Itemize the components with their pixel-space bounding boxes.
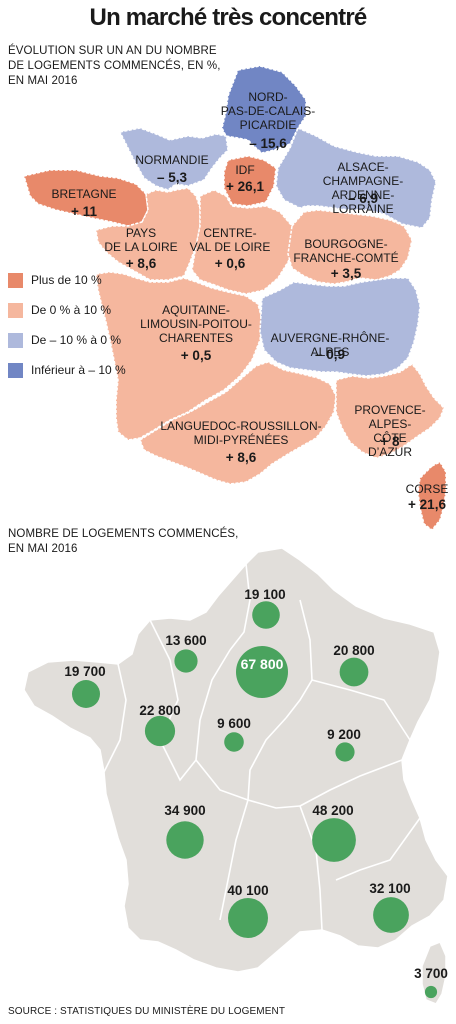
bubble-mark	[339, 657, 369, 687]
france-outline	[23, 547, 449, 973]
region-value-corse: + 21,6	[408, 497, 446, 512]
bubble-label: 3 700	[414, 966, 448, 981]
legend-label: Inférieur à – 10 %	[31, 363, 126, 377]
region-name-pays-de-la-loire: PAYS DE LA LOIRE	[104, 226, 178, 254]
bubble-label: 13 600	[165, 633, 207, 648]
region-value-idf: + 26,1	[226, 179, 264, 194]
page-title: Un marché très concentré	[89, 4, 368, 31]
bubble-mark	[174, 649, 198, 673]
legend-label: Plus de 10 %	[31, 273, 102, 287]
bubble-label: 20 800	[333, 643, 375, 658]
bubble-mark	[335, 742, 355, 762]
region-value-normandie: – 5,3	[156, 170, 188, 185]
region-value-nouvelle-aquitaine: + 0,5	[180, 348, 212, 363]
bubble-mark	[312, 818, 356, 862]
region-shape	[191, 189, 297, 295]
legend-item-negative: De – 10 % à 0 %	[8, 332, 126, 348]
region-shape	[139, 361, 337, 485]
region-name-normandie: NORMANDIE	[135, 153, 209, 167]
bubble-label: 32 100	[369, 881, 411, 896]
map2-subtitle: NOMBRE DE LOGEMENTS COMMENCÉS, EN MAI 20…	[8, 528, 239, 555]
region-shape	[95, 187, 201, 281]
region-border	[299, 805, 323, 931]
region-shape	[118, 127, 229, 191]
legend-item-low: Inférieur à – 10 %	[8, 362, 126, 378]
bubble-mark	[166, 821, 204, 859]
region-value-bretagne: + 11	[71, 204, 97, 219]
region-name-paca: PROVENCE-ALPES- CÔTE D’AZUR	[354, 403, 426, 459]
region-name-idf: IDF	[235, 163, 255, 177]
bubble-mark	[236, 646, 288, 698]
region-value-grand-est: – 6,9	[347, 191, 379, 206]
region-border	[311, 679, 411, 741]
bubble-label: 48 200	[312, 803, 354, 818]
region-name-corse: CORSE	[405, 482, 449, 496]
legend-swatch	[8, 332, 23, 348]
region-name-occitanie: LANGUEDOC-ROUSSILLON- MIDI-PYRÉNÉES	[160, 419, 322, 447]
bubble-mark	[373, 897, 409, 933]
region-border	[219, 799, 249, 921]
region-border	[103, 663, 127, 773]
map1-legend: Plus de 10 % De 0 % à 10 % De – 10 % à 0…	[8, 272, 126, 392]
source-note: SOURCE : STATISTIQUES DU MINISTÈRE DU LO…	[8, 1006, 286, 1017]
bubble-label: 34 900	[164, 803, 206, 818]
region-value-paca: + 8	[380, 434, 400, 449]
bubble-label: 22 800	[139, 703, 181, 718]
map1-subtitle: ÉVOLUTION SUR UN AN DU NOMBRE DE LOGEMEN…	[8, 45, 221, 87]
region-name-centre: CENTRE- VAL DE LOIRE	[189, 226, 271, 254]
bubble-label: 9 200	[327, 727, 361, 742]
region-value-centre: + 0,6	[214, 256, 246, 271]
region-value-nord: – 15,6	[249, 136, 287, 151]
legend-label: De 0 % à 10 %	[31, 303, 112, 317]
region-value-auvergne: – 0,9	[314, 347, 346, 362]
legend-swatch	[8, 362, 23, 378]
bubble-mark	[72, 680, 100, 708]
legend-item-high: Plus de 10 %	[8, 272, 126, 288]
bubble-label: 9 600	[217, 716, 251, 731]
region-shape	[417, 461, 447, 532]
legend-label: De – 10 % à 0 %	[31, 333, 122, 347]
region-border	[299, 759, 403, 807]
region-shape	[287, 209, 413, 285]
legend-swatch	[8, 272, 23, 288]
region-name-nord: NORD- PAS-DE-CALAIS- PICARDIE	[220, 90, 316, 132]
region-shape	[335, 362, 445, 459]
bubble-label: 19 100	[244, 587, 286, 602]
bubble-label: 19 700	[64, 664, 106, 679]
region-name-nouvelle-aquitaine: AQUITAINE- LIMOUSIN-POITOU- CHARENTES	[140, 303, 252, 345]
bubble-mark	[252, 601, 280, 629]
region-border	[195, 649, 231, 761]
region-shape	[275, 126, 437, 229]
bubble-label: 40 100	[227, 883, 269, 898]
bubble-mark	[144, 715, 176, 747]
region-value-occitanie: + 8,6	[225, 450, 257, 465]
region-shape	[221, 65, 307, 154]
regional-change-map	[23, 65, 447, 532]
region-shape	[223, 155, 277, 207]
bubble-mark	[228, 898, 268, 938]
region-value-pays-de-la-loire: + 8,6	[125, 256, 157, 271]
region-name-bretagne: BRETAGNE	[51, 187, 117, 201]
legend-swatch	[8, 302, 23, 318]
legend-item-positive: De 0 % à 10 %	[8, 302, 126, 318]
region-border	[247, 717, 287, 801]
region-border	[159, 739, 197, 782]
region-name-grand-est: ALSACE-CHAMPAGNE- ARDENNE-LORRAINE	[322, 160, 404, 216]
region-shape	[95, 271, 263, 441]
region-name-auvergne: AUVERGNE-RHÔNE-ALPES	[270, 331, 390, 359]
region-value-bourgogne: + 3,5	[330, 266, 362, 281]
bubble-mark	[224, 732, 244, 752]
region-border	[229, 563, 251, 651]
bubble-label: 67 800	[240, 656, 284, 672]
region-name-bourgogne: BOURGOGNE- FRANCHE-COMTÉ	[293, 237, 399, 265]
region-border	[335, 817, 421, 881]
region-shape	[259, 277, 421, 377]
bubble-mark	[424, 985, 438, 999]
